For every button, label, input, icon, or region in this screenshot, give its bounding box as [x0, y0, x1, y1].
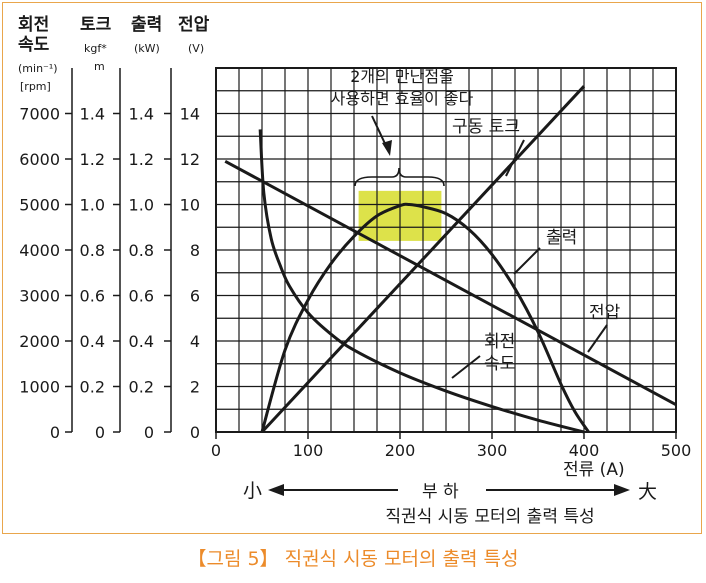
y-tick-label: 2000: [19, 332, 60, 351]
y-axis-unit-2: [rpm]: [20, 80, 51, 93]
curves: [224, 85, 677, 434]
y-tick-label: 0.6: [80, 287, 105, 306]
y-tick-label: 0.4: [80, 332, 105, 351]
y-tick-label: 5000: [19, 196, 60, 215]
y-tick-label: 2: [190, 378, 200, 397]
y-tick-label: 0.2: [80, 378, 105, 397]
speed-label-pointer: [451, 355, 481, 379]
y-axis-title: 전압: [178, 14, 210, 35]
load-arrow: 小 부 하 大: [243, 480, 657, 503]
speed-curve-label-line1: 회전: [484, 332, 515, 352]
output-curve-label: 출력: [546, 228, 577, 248]
y-tick-label: 1.0: [80, 196, 105, 215]
y-tick-label: 0.2: [129, 378, 154, 397]
x-tick-label: 500: [661, 441, 692, 460]
y-tick-label: 4000: [19, 241, 60, 260]
y-tick-label: 1.2: [129, 150, 154, 169]
x-tick-label: 0: [211, 441, 221, 460]
y-axis-unit-2: m: [94, 60, 105, 73]
y-tick-label: 14: [180, 105, 200, 124]
x-axis: 0 100 200 300 400 500: [211, 432, 691, 460]
y-tick-label: 0: [190, 423, 200, 442]
y-tick-label: 6000: [19, 150, 60, 169]
annotation-pointer-head: [382, 140, 392, 156]
x-tick-label: 100: [293, 441, 324, 460]
series-회전 속도: [258, 129, 585, 434]
load-small-symbol: 小: [243, 480, 262, 502]
y-tick-label: 0.6: [129, 287, 154, 306]
y-tick-label: 0.4: [129, 332, 154, 351]
voltage-label-pointer: [587, 324, 608, 353]
motor-characteristic-chart: 회전속도(min⁻¹)[rpm]010002000300040005000600…: [18, 14, 691, 527]
y-tick-label: 0: [95, 423, 105, 442]
y-axis-title: 출력: [131, 15, 162, 35]
output-label-pointer: [513, 247, 541, 275]
annotation-line1: 2개의 만난점을: [350, 67, 454, 86]
efficiency-annotation: 2개의 만난점을 사용하면 효율이 좋다: [331, 67, 474, 187]
annotation-line2: 사용하면 효율이 좋다: [331, 89, 474, 108]
y-axis-title: 속도: [18, 35, 50, 55]
y-tick-label: 0: [50, 423, 60, 442]
x-tick-label: 300: [477, 441, 508, 460]
y-tick-label: 1000: [19, 378, 60, 397]
y-axis-2: 토크 kgf* m 0 0.2 0.4 0.6 0.8 1.0 1.2 1.4: [80, 15, 121, 442]
load-arrow-left-head: [268, 484, 284, 496]
x-tick-label: 400: [569, 441, 600, 460]
y-tick-label: 0.8: [129, 241, 154, 260]
y-tick-label: 8: [190, 241, 200, 260]
y-axis-title: 회전: [18, 15, 49, 35]
y-axis-unit: (min⁻¹): [18, 62, 58, 75]
x-tick-label: 200: [385, 441, 416, 460]
chart-title: 직권식 시동 모터의 출력 특성: [385, 507, 594, 527]
torque-curve-label: 구동 토크: [452, 117, 520, 137]
load-label: 부 하: [422, 482, 459, 502]
plot-border: [215, 67, 677, 433]
series-토크: [260, 85, 586, 434]
y-axis-title: 토크: [80, 15, 112, 35]
load-large-symbol: 大: [638, 481, 657, 503]
y-tick-label: 1.2: [80, 150, 105, 169]
speed-curve-label-line2: 속도: [484, 354, 515, 374]
y-tick-label: 7000: [19, 105, 60, 124]
y-tick-label: 1.4: [80, 105, 105, 124]
y-tick-label: 10: [180, 196, 200, 215]
y-axis-unit: (V): [188, 42, 204, 55]
x-axis-label: 전류 (A): [563, 460, 625, 480]
y-tick-label: 1.4: [129, 105, 154, 124]
y-tick-label: 0.8: [80, 241, 105, 260]
plot-grid: [216, 68, 676, 432]
annotation-brace: [354, 167, 445, 187]
y-tick-label: 4: [190, 332, 200, 351]
figure-frame: [2, 2, 702, 534]
y-tick-label: 3000: [19, 287, 60, 306]
y-tick-label: 1.0: [129, 196, 154, 215]
series-출력: [260, 202, 590, 433]
series-전압: [224, 159, 677, 407]
load-arrow-right-head: [614, 484, 630, 496]
torque-label-pointer: [505, 139, 525, 177]
voltage-curve-label: 전압: [589, 303, 621, 323]
y-axes: 회전속도(min⁻¹)[rpm]010002000300040005000600…: [18, 14, 210, 442]
figure-caption: 【그림 5】 직권식 시동 모터의 출력 특성: [187, 548, 519, 570]
y-tick-label: 6: [190, 287, 200, 306]
y-tick-label: 12: [180, 150, 200, 169]
y-axis-4: 전압 (V) 0 2 4 6 8 10 12 14: [178, 14, 210, 442]
y-tick-label: 0: [144, 423, 154, 442]
y-axis-unit: kgf*: [84, 42, 107, 55]
y-axis-3: 출력 (kW) 0 0.2 0.4 0.6 0.8 1.0 1.2 1.4: [129, 15, 172, 442]
y-axis-unit: (kW): [134, 42, 160, 55]
series-labels: 구동 토크 출력 전압 회전 속도: [451, 117, 621, 379]
